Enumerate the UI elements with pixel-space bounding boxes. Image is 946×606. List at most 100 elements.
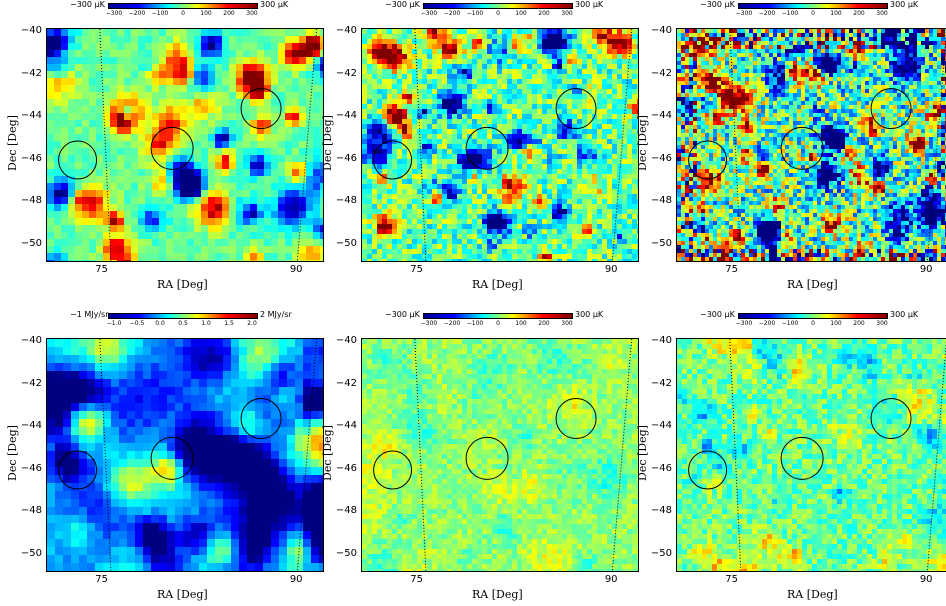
colorbar-tick-label: 200 [223, 10, 235, 17]
y-tick-label: −46 [20, 462, 42, 474]
y-tick-label: −46 [650, 462, 672, 474]
y-axis-title: Dec [Deg] [6, 425, 19, 481]
colorbar: −300 μK 300 μK −300 −200 −100 0 100 200 300 [315, 0, 615, 24]
colorbar-tick-label: −300 [420, 10, 438, 17]
source-circle [780, 126, 824, 170]
source-circle [150, 126, 194, 170]
source-circle [555, 398, 597, 440]
y-tick-label: −46 [650, 152, 672, 164]
colorbar-tick-label: 200 [853, 320, 865, 327]
colorbar: −300 μK 300 μK −300 −200 −100 0 100 200 300 [315, 310, 615, 334]
y-tick-label: −42 [335, 67, 357, 79]
colorbar-gradient [423, 313, 573, 319]
x-tick-label: 75 [725, 264, 738, 275]
colorbar-tick-label: 100 [200, 10, 212, 17]
x-tick-label: 90 [919, 264, 933, 275]
y-tick-label: −42 [20, 377, 42, 389]
source-circle [58, 450, 98, 490]
colorbar-tick-label: 2.0 [247, 320, 257, 327]
coverage-boundary-line [611, 339, 633, 571]
colorbar-gradient [738, 3, 888, 9]
colorbar-min-label: −1 MJy/sr [70, 310, 109, 319]
x-axis-title: RA [Deg] [472, 278, 523, 291]
source-circle [465, 436, 509, 480]
colorbar-max-label: 300 μK [890, 0, 919, 9]
colorbar-tick-label: −100 [781, 320, 799, 327]
colorbar-tick-label: −200 [758, 320, 776, 327]
y-tick-label: −46 [335, 152, 357, 164]
source-circle [555, 88, 597, 130]
colorbar-tick-label: 0.0 [155, 320, 165, 327]
coverage-boundary-line [414, 29, 427, 261]
colorbar-min-label: −300 μK [385, 0, 420, 9]
colorbar: −300 μK 300 μK −300 −200 −100 0 100 200 300 [0, 0, 300, 24]
colorbar-tick-label: 200 [538, 10, 550, 17]
source-circle [688, 450, 728, 490]
y-tick-label: −48 [20, 505, 42, 516]
y-axis-title: Dec [Deg] [636, 115, 649, 171]
map-panel-bottom-right: −300 μK 300 μK −300 −200 −100 0 100 200 300 −40 −4… [630, 310, 946, 601]
colorbar-tick-label: −100 [781, 10, 799, 17]
coverage-boundary-line [926, 30, 946, 261]
x-axis-title: RA [Deg] [787, 278, 838, 291]
colorbar-tick-label: 200 [538, 320, 550, 327]
coverage-boundary-line [296, 339, 318, 571]
y-tick-label: −40 [20, 25, 42, 36]
coverage-boundary-line [729, 339, 742, 571]
x-axis-title: RA [Deg] [157, 278, 208, 291]
coverage-boundary-line [99, 29, 112, 261]
y-tick-label: −44 [335, 110, 357, 121]
coverage-boundary-line [729, 29, 742, 261]
coverage-boundary-line [611, 29, 633, 261]
colorbar-tick-label: 0 [496, 10, 500, 17]
y-tick-label: −50 [650, 547, 672, 559]
colorbar-tick-label: 100 [830, 320, 842, 327]
colorbar-gradient [738, 313, 888, 319]
y-tick-label: −42 [650, 67, 672, 79]
colorbar-tick-label: −100 [466, 320, 484, 327]
colorbar-tick-label: −100 [466, 10, 484, 17]
colorbar-tick-label: 0 [181, 10, 185, 17]
y-axis-title: Dec [Deg] [6, 115, 19, 171]
colorbar-tick-label: 300 [561, 10, 573, 17]
y-axis-title: Dec [Deg] [321, 425, 334, 481]
sky-map [361, 28, 639, 262]
y-tick-label: −46 [335, 462, 357, 474]
map-panel-top-right: −300 μK 300 μK −300 −200 −100 0 100 200 300 −40 −4… [630, 0, 946, 291]
source-circle [780, 436, 824, 480]
map-panel-top-left: −300 μK 300 μK −300 −200 −100 0 100 200 300 −40 −4… [0, 0, 324, 291]
y-tick-label: −40 [335, 335, 357, 346]
source-circle [870, 88, 912, 130]
y-tick-label: −44 [335, 420, 357, 431]
colorbar-tick-label: 100 [515, 320, 527, 327]
colorbar-min-label: −300 μK [700, 310, 735, 319]
y-tick-label: −50 [335, 547, 357, 559]
colorbar-gradient [423, 3, 573, 9]
y-tick-label: −44 [650, 420, 672, 431]
source-circle [58, 140, 98, 180]
x-axis-title: RA [Deg] [787, 588, 838, 601]
colorbar-tick-label: −200 [443, 10, 461, 17]
colorbar-tick-label: −300 [735, 320, 753, 327]
y-tick-label: −40 [20, 335, 42, 346]
colorbar-tick-label: −200 [758, 10, 776, 17]
y-tick-label: −42 [20, 67, 42, 79]
colorbar-tick-label: −0.5 [129, 320, 145, 327]
coverage-boundary-line [414, 339, 427, 571]
colorbar-tick-label: 300 [246, 10, 258, 17]
y-tick-label: −46 [20, 152, 42, 164]
y-tick-label: −44 [650, 110, 672, 121]
source-circle [240, 88, 282, 130]
source-circle [240, 398, 282, 440]
y-tick-label: −50 [20, 547, 42, 559]
source-circle [373, 140, 413, 180]
colorbar-tick-label: 0 [811, 10, 815, 17]
sky-map [361, 338, 639, 572]
x-tick-label: 75 [410, 574, 423, 585]
colorbar-min-label: −300 μK [700, 0, 735, 9]
source-circle [150, 436, 194, 480]
map-panel-bottom-middle: −300 μK 300 μK −300 −200 −100 0 100 200 300 −40 −4… [315, 310, 639, 601]
x-tick-label: 75 [410, 264, 423, 275]
y-tick-label: −48 [20, 195, 42, 206]
colorbar-tick-label: 200 [853, 10, 865, 17]
